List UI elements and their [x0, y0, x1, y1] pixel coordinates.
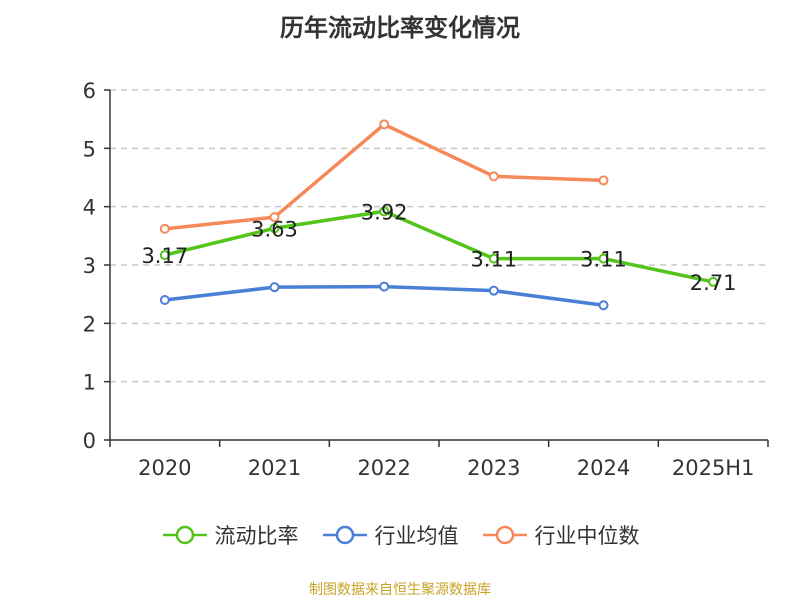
data-point	[379, 281, 390, 292]
x-tick-label: 2022	[357, 456, 410, 480]
data-point	[488, 285, 499, 296]
y-tick-label: 6	[83, 79, 96, 103]
legend-marker-icon	[482, 525, 527, 545]
data-label: 3.17	[141, 244, 188, 268]
data-point	[379, 206, 390, 217]
data-point	[379, 119, 390, 130]
series-lines	[159, 119, 719, 311]
y-tick-label: 0	[83, 429, 96, 453]
y-tick-label: 2	[83, 312, 96, 336]
data-point	[488, 253, 499, 264]
data-point	[598, 300, 609, 311]
source-note: 制图数据来自恒生聚源数据库	[309, 582, 491, 598]
chart-title: 历年流动比率变化情况	[280, 14, 520, 42]
data-point	[488, 171, 499, 182]
data-point	[708, 276, 719, 287]
data-label: 3.63	[251, 217, 298, 241]
data-point	[269, 212, 280, 223]
data-label: 3.92	[361, 200, 408, 224]
data-point	[159, 250, 170, 261]
data-labels: 3.17 3.63 3.92 3.11 3.11 2.71	[141, 200, 736, 295]
data-label: 2.71	[690, 271, 737, 295]
legend-label: 行业中位数	[534, 524, 640, 548]
y-tick-label: 4	[83, 196, 96, 220]
legend-item[interactable]: 流动比率	[161, 520, 299, 550]
data-point	[269, 282, 280, 293]
x-tick-label: 2024	[577, 456, 630, 480]
data-point	[598, 253, 609, 264]
x-tick-label: 2020	[138, 456, 191, 480]
legend: 流动比率 行业均值 行业中位数	[0, 520, 800, 550]
axes: 0 1 2 3 4 5 6 2020 2021 2022 2023 2024 2025H1	[83, 79, 769, 480]
data-point	[159, 223, 170, 234]
data-point	[159, 295, 170, 305]
legend-label: 行业均值	[374, 524, 459, 548]
data-point	[269, 223, 280, 234]
x-tick-label: 2021	[248, 456, 301, 480]
legend-item[interactable]: 行业中位数	[481, 520, 640, 550]
data-label: 3.11	[470, 248, 517, 272]
legend-marker-icon	[322, 525, 367, 545]
y-tick-label: 3	[83, 254, 96, 278]
data-point	[598, 175, 609, 186]
x-tick-label: 2023	[467, 456, 520, 480]
y-tick-label: 5	[83, 137, 96, 161]
data-label: 3.11	[580, 248, 627, 272]
legend-item[interactable]: 行业均值	[321, 520, 459, 550]
series-line	[164, 209, 714, 284]
x-tick-label: 2025H1	[672, 456, 755, 480]
legend-marker-icon	[162, 525, 207, 545]
y-tick-label: 1	[83, 371, 96, 395]
legend-label: 流动比率	[214, 524, 299, 548]
